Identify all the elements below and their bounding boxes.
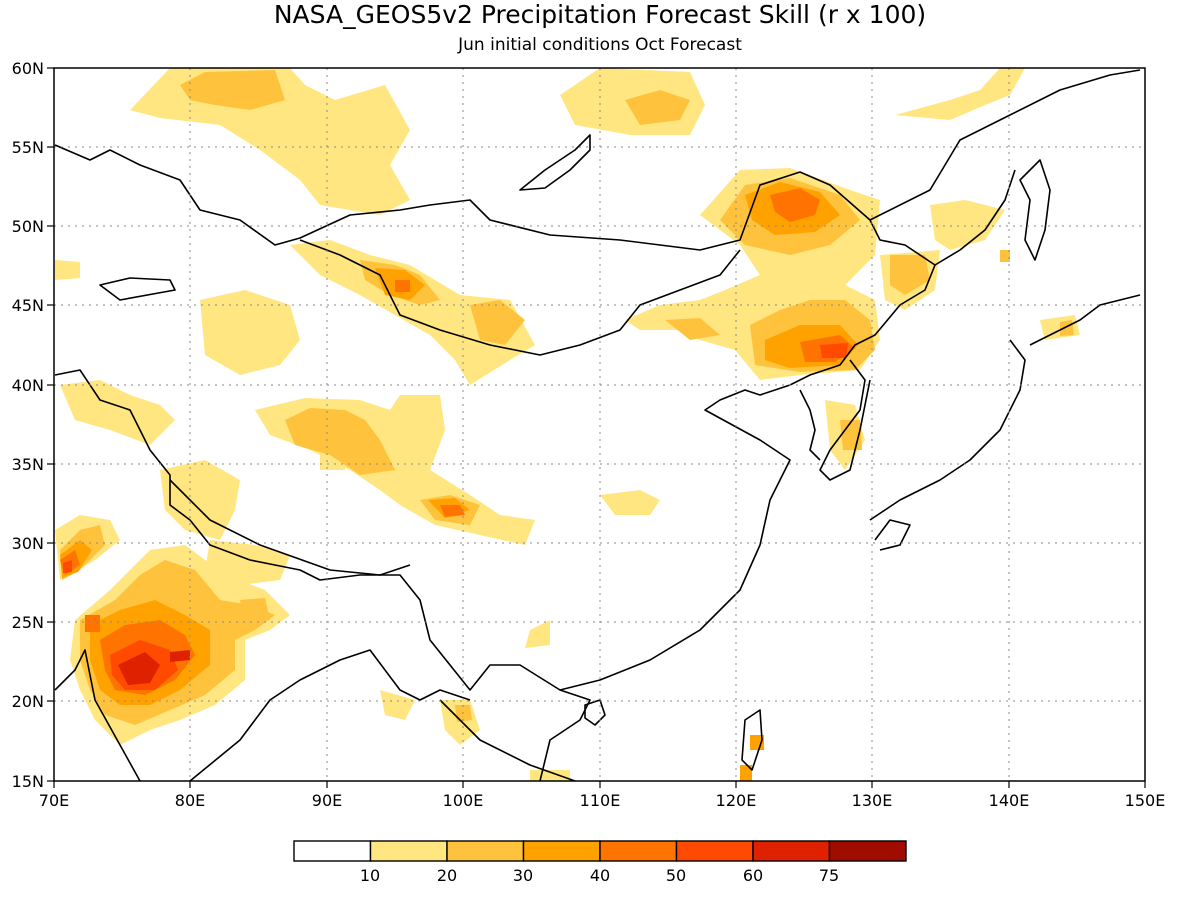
colorbar-box — [446, 840, 525, 862]
india-coast — [54, 649, 141, 781]
map-title: NASA_GEOS5v2 Precipitation Forecast Skil… — [274, 0, 926, 29]
russia-pacific-coast — [869, 69, 1141, 221]
colorbar-box — [828, 840, 907, 862]
colorbar-label: 30 — [513, 866, 533, 885]
japan-kyushu — [874, 519, 911, 551]
se-asia-coast — [439, 699, 576, 781]
himalaya-border — [169, 479, 411, 576]
colorbar-label: 50 — [666, 866, 686, 885]
india-east-coast — [189, 649, 471, 781]
mongolia-border — [299, 239, 741, 356]
colorbar-label: 20 — [437, 866, 457, 885]
colorbar-label: 60 — [743, 866, 763, 885]
x-tick-label: 110E — [580, 791, 621, 810]
y-tick-label: 55N — [12, 138, 44, 157]
x-tick-label: 140E — [989, 791, 1030, 810]
y-tick-labels: 15N 20N 25N 30N 35N 40N 45N 50N 55N 60N — [12, 59, 44, 791]
colorbar-box — [675, 840, 754, 862]
tick-marks — [47, 67, 1146, 788]
colorbar-box — [599, 840, 678, 862]
plot-area — [54, 68, 1145, 781]
colorbar-box — [752, 840, 831, 862]
x-tick-label: 120E — [716, 791, 757, 810]
mainland-coast-east — [934, 169, 1016, 266]
y-tick-label: 30N — [12, 534, 44, 553]
colorbar-label: 75 — [819, 866, 839, 885]
korea-peninsula-west — [799, 389, 821, 461]
x-tick-label: 80E — [175, 791, 205, 810]
sakhalin-coast — [1019, 159, 1051, 261]
japan-hokkaido — [1029, 294, 1141, 346]
x-tick-labels: 70E 80E 90E 100E 110E 120E 130E 140E 150… — [39, 791, 1166, 810]
y-tick-label: 25N — [12, 613, 44, 632]
japan-honshu — [869, 339, 1026, 521]
colorbar-box — [369, 840, 448, 862]
skill-level-60 — [118, 650, 190, 685]
skill-shading — [55, 68, 1080, 781]
y-tick-label: 45N — [12, 296, 44, 315]
x-tick-label: 150E — [1125, 791, 1166, 810]
colorbar-label: 40 — [590, 866, 610, 885]
taiwan — [741, 709, 763, 771]
x-tick-label: 100E — [443, 791, 484, 810]
x-tick-label: 130E — [852, 791, 893, 810]
indochina-coast — [539, 689, 591, 781]
lake-baikal — [519, 134, 591, 191]
colorbar-label: 10 — [360, 866, 380, 885]
colorbar-boxes — [293, 840, 907, 862]
map-subtitle: Jun initial conditions Oct Forecast — [457, 35, 742, 55]
x-tick-label: 70E — [39, 791, 69, 810]
colorbar: 10 20 30 40 50 60 75 — [293, 840, 907, 885]
colorbar-box — [293, 840, 372, 862]
colorbar-box — [522, 840, 601, 862]
y-tick-label: 50N — [12, 217, 44, 236]
y-tick-label: 15N — [12, 772, 44, 791]
colorbar-labels: 10 20 30 40 50 60 75 — [360, 866, 839, 885]
x-tick-label: 90E — [312, 791, 342, 810]
caspian-aral — [99, 277, 176, 301]
y-tick-label: 40N — [12, 376, 44, 395]
y-tick-label: 35N — [12, 455, 44, 474]
korea-coast — [819, 359, 871, 481]
y-tick-label: 60N — [12, 59, 44, 78]
y-tick-label: 20N — [12, 692, 44, 711]
